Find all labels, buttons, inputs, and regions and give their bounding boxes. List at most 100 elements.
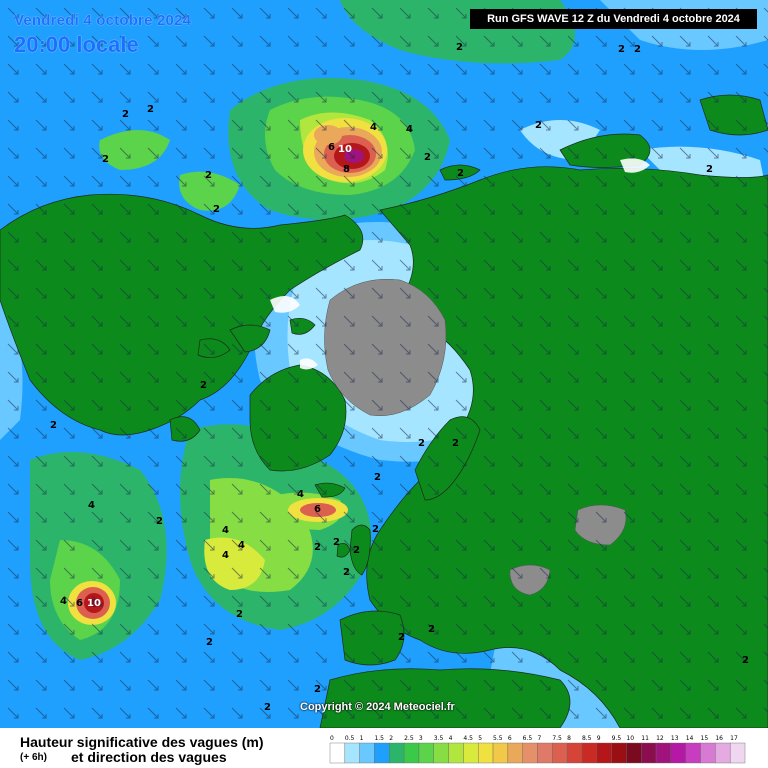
contour-label: 2	[634, 44, 641, 55]
legend-tick-label: 3	[419, 735, 423, 742]
legend-tick-label: 5.5	[493, 735, 503, 742]
legend-tick-label: 1	[360, 735, 364, 742]
contour-label: 2	[742, 655, 749, 666]
legend-tick-label: 3.5	[434, 735, 444, 742]
contour-label: 6	[76, 598, 83, 609]
legend-tick-label: 6	[508, 735, 512, 742]
legend-swatch	[611, 742, 627, 764]
contour-label: 10	[87, 598, 101, 609]
contour-label: 2	[314, 684, 321, 695]
legend-swatch	[626, 742, 642, 764]
legend-swatch	[359, 742, 375, 764]
copyright: Copyright © 2024 Meteociel.fr	[300, 701, 455, 713]
local-time: 20:00 locale	[14, 32, 139, 57]
legend-swatch	[433, 742, 449, 764]
legend-tick-label: 13	[671, 735, 679, 742]
legend-swatch	[448, 742, 464, 764]
contour-label: 10	[338, 144, 352, 155]
contour-label: 2	[50, 420, 57, 431]
contour-label: 4	[222, 550, 229, 561]
color-scale: 0 0.5 1 1.5 2 2.5 3 3.5 4 4.5 5 5.5 6 6.5 7 7.5 8 8.5 9 9.5…	[329, 735, 746, 764]
legend-tick-label: 4.5	[463, 735, 473, 742]
contour-label: 4	[222, 525, 229, 536]
wave-direction-arrows	[0, 0, 768, 728]
legend-swatch	[641, 742, 657, 764]
legend-tick-label: 6.5	[523, 735, 533, 742]
run-info: Run GFS WAVE 12 Z du Vendredi 4 octobre …	[470, 9, 757, 29]
contour-label: 2	[618, 44, 625, 55]
wave-height-map: 2 2 2 2 2 2 2 2 2 2 2 2 4 4 6 8 10 2 2 4…	[0, 0, 768, 728]
legend-swatch	[374, 742, 390, 764]
contour-label: 2	[206, 637, 213, 648]
contour-label: 2	[535, 120, 542, 131]
legend-tick-label: 17	[730, 735, 738, 742]
legend-swatch	[418, 742, 434, 764]
contour-label: 2	[452, 438, 459, 449]
forecast-date: Vendredi 4 octobre 2024	[14, 12, 192, 29]
legend-tick-label: 12	[656, 735, 664, 742]
legend-swatch	[715, 742, 731, 764]
contour-label: 2	[706, 164, 713, 175]
contour-label: 2	[398, 632, 405, 643]
contour-label: 2	[418, 438, 425, 449]
legend-swatch	[537, 742, 553, 764]
legend-swatch	[492, 742, 509, 764]
legend-tick-label: 0	[330, 735, 334, 742]
contour-label: 2	[102, 154, 109, 165]
legend-swatch	[700, 742, 716, 764]
contour-label: 2	[236, 609, 243, 620]
legend-swatch	[329, 742, 346, 764]
contour-label: 4	[406, 124, 413, 135]
legend-tick-label: 4	[449, 735, 453, 742]
legend-tick-label: 5	[478, 735, 482, 742]
contour-label: 2	[353, 545, 360, 556]
contour-label: 2	[428, 624, 435, 635]
contour-label: 2	[122, 109, 129, 120]
contour-label: 4	[238, 540, 245, 551]
legend-tick-label: 15	[701, 735, 709, 742]
legend-swatch	[403, 742, 420, 764]
legend-tick-label: 9.5	[612, 735, 622, 742]
forecast-offset: (+ 6h)	[20, 752, 47, 763]
legend-tick-label: 9	[597, 735, 601, 742]
contour-label: 2	[333, 537, 340, 548]
contour-label: 2	[156, 516, 163, 527]
legend-swatch	[552, 742, 568, 764]
legend-swatch	[389, 742, 405, 764]
legend-tick-label: 8.5	[582, 735, 592, 742]
contour-label: 2	[213, 204, 220, 215]
contour-label: 2	[314, 542, 321, 553]
legend-swatch	[596, 742, 612, 764]
contour-label: 6	[314, 504, 321, 515]
contour-label: 4	[88, 500, 95, 511]
legend-tick-label: 1.5	[374, 735, 384, 742]
contour-label: 4	[60, 596, 67, 607]
legend-swatch	[655, 742, 672, 764]
legend-title: Hauteur significative des vagues (m)	[20, 734, 264, 750]
legend-tick-label: 16	[715, 735, 723, 742]
contour-label: 6	[328, 142, 335, 153]
contour-label: 2	[205, 170, 212, 181]
contour-label: 2	[457, 168, 464, 179]
legend-swatch	[685, 742, 701, 764]
contour-labels: 2 2 2 2 2 2 2 2 2 2 2 2 4 4 6 8 10 2 2 4…	[50, 42, 749, 713]
contour-label: 2	[200, 380, 207, 391]
contour-label: 4	[297, 489, 304, 500]
legend-swatch	[729, 742, 746, 764]
contour-label: 2	[424, 152, 431, 163]
contour-label: 2	[374, 472, 381, 483]
contour-label: 2	[456, 42, 463, 53]
contour-label: 2	[147, 104, 154, 115]
contour-label: 2	[343, 567, 350, 578]
legend-tick-label: 2	[389, 735, 393, 742]
legend-tick-label: 7.5	[552, 735, 562, 742]
contour-label: 2	[264, 702, 271, 713]
legend-tick-label: 2.5	[404, 735, 414, 742]
legend-swatch	[344, 742, 360, 764]
legend-swatch	[522, 742, 538, 764]
legend-tick-label: 7	[538, 735, 542, 742]
legend-tick-label: 10	[626, 735, 634, 742]
legend-swatch	[566, 742, 583, 764]
legend-tick-label: 8	[567, 735, 571, 742]
legend-swatch	[670, 742, 686, 764]
